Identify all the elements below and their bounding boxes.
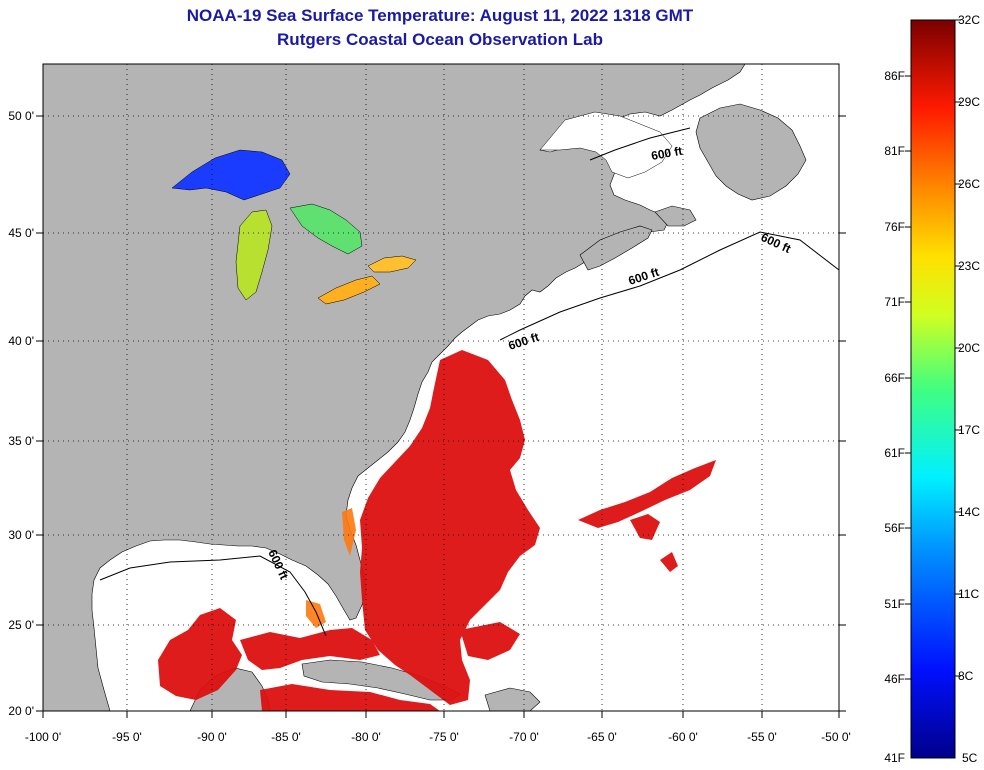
- colorbar-c-label: 23C: [958, 259, 980, 273]
- lon-label: -70 0': [509, 730, 539, 744]
- colorbar-c-label: 29C: [958, 95, 980, 109]
- colorbar-f-label: 46F: [884, 672, 905, 686]
- colorbar-f-label: 76F: [884, 220, 905, 234]
- land-nova-scotia: [579, 225, 653, 271]
- axis-ticks: [36, 115, 846, 718]
- sst-coastal-patches: [306, 508, 356, 628]
- lon-label: -95 0': [112, 730, 142, 744]
- contour-label: 600 ft: [650, 144, 683, 163]
- lat-label: 35 0': [8, 434, 34, 448]
- land-newfoundland: [695, 103, 807, 201]
- lat-label: 40 0': [8, 334, 34, 348]
- colorbar-f-label: 56F: [884, 521, 905, 535]
- map-subtitle: Rutgers Coastal Ocean Observation Lab: [277, 30, 603, 49]
- colorbar-c-label: 20C: [958, 341, 980, 355]
- lon-label: -60 0': [668, 730, 698, 744]
- colorbar-f-label: 71F: [884, 295, 905, 309]
- land-cape-breton: [654, 205, 697, 227]
- lat-label: 30 0': [8, 528, 34, 542]
- lon-label: -85 0': [271, 730, 301, 744]
- colorbar-f-label: 86F: [884, 69, 905, 83]
- lake-huron: [289, 203, 363, 255]
- great-lakes: [171, 149, 417, 305]
- lon-label: -55 0': [747, 730, 777, 744]
- map-frame: [42, 63, 840, 712]
- lon-label: -90 0': [197, 730, 227, 744]
- colorbar-f-label: 41F: [884, 751, 905, 765]
- lake-erie: [317, 275, 381, 305]
- lat-label: 45 0': [8, 226, 34, 240]
- lake-superior: [171, 149, 291, 201]
- lat-label: 25 0': [8, 618, 34, 632]
- colorbar-c-label: 11C: [958, 587, 979, 601]
- lake-michigan: [235, 209, 273, 301]
- lat-label: 50 0': [8, 109, 34, 123]
- lon-label: -100 0': [25, 730, 61, 744]
- colorbar-f-label: 81F: [884, 144, 905, 158]
- colorbar-c-label: 5C: [962, 751, 978, 765]
- colorbar-c-label: 32C: [958, 13, 980, 27]
- colorbar-c-label: 26C: [958, 177, 980, 191]
- sst-warm-region: [158, 350, 716, 711]
- map-title: NOAA-19 Sea Surface Temperature: August …: [186, 6, 694, 25]
- colorbar-f-label: 61F: [884, 446, 905, 460]
- lon-label: -75 0': [429, 730, 459, 744]
- lon-label: -50 0': [821, 730, 851, 744]
- colorbar-f-label: 66F: [884, 371, 905, 385]
- colorbar-c-label: 17C: [958, 423, 980, 437]
- lon-label: -80 0': [351, 730, 381, 744]
- st-lawrence-water: [539, 111, 673, 179]
- lake-ontario: [367, 255, 417, 273]
- isobath-600ft: [99, 127, 839, 637]
- lat-label: 20 0': [8, 704, 34, 718]
- land-hispaniola: [484, 687, 541, 711]
- colorbar-f-label: 51F: [884, 597, 905, 611]
- colorbar-c-label: 14C: [958, 505, 980, 519]
- temperature-colorbar: [910, 19, 956, 759]
- colorbar-c-label: 8C: [958, 669, 974, 683]
- lon-label: -65 0': [587, 730, 617, 744]
- colorbar-ticks: [905, 19, 961, 680]
